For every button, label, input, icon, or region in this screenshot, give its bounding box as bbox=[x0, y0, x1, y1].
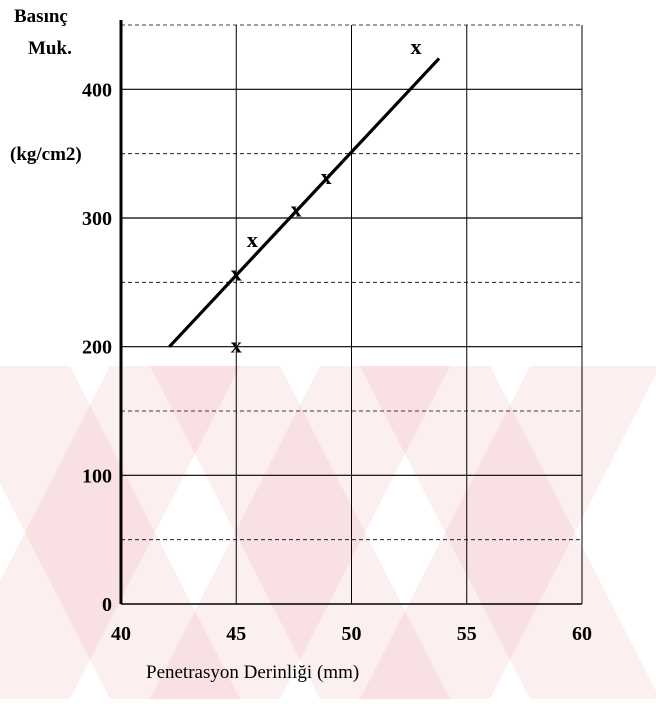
data-point-marker: x bbox=[321, 164, 332, 189]
data-point-marker: x bbox=[411, 34, 422, 59]
y-tick-labels: 0 100 200 300 400 bbox=[82, 79, 112, 616]
fit-line-group bbox=[168, 57, 441, 348]
y-axis-label-line-2: Muk. bbox=[28, 38, 72, 59]
x-tick-labels: 40 45 50 55 60 bbox=[111, 623, 592, 645]
y-tick-label: 400 bbox=[82, 79, 112, 101]
y-tick-label: 0 bbox=[102, 594, 112, 616]
watermark bbox=[0, 366, 656, 699]
x-tick-label: 60 bbox=[572, 623, 592, 645]
y-axis-label-line-3: (kg/cm2) bbox=[10, 144, 82, 165]
watermark-stripe bbox=[150, 366, 450, 699]
grid bbox=[121, 24, 583, 604]
watermark-stripe bbox=[360, 366, 656, 699]
x-tick-label: 55 bbox=[457, 623, 477, 645]
axes bbox=[119, 20, 582, 605]
y-axis-label-line-1: Basınç bbox=[14, 6, 68, 27]
data-point-marker: x bbox=[231, 333, 242, 358]
y-tick-label: 100 bbox=[82, 465, 112, 487]
x-axis-label: Penetrasyon Derinliği (mm) bbox=[146, 662, 360, 683]
x-tick-label: 45 bbox=[226, 623, 246, 645]
x-tick-label: 40 bbox=[111, 623, 131, 645]
x-tick-label: 50 bbox=[342, 623, 362, 645]
data-point-marker: x bbox=[247, 227, 258, 252]
data-point-marker: x bbox=[291, 196, 302, 221]
y-tick-label: 300 bbox=[82, 208, 112, 230]
trend-line bbox=[168, 57, 441, 348]
watermark-stripe bbox=[150, 366, 450, 699]
y-tick-label: 200 bbox=[82, 337, 112, 359]
data-point-marker: x bbox=[231, 261, 242, 286]
